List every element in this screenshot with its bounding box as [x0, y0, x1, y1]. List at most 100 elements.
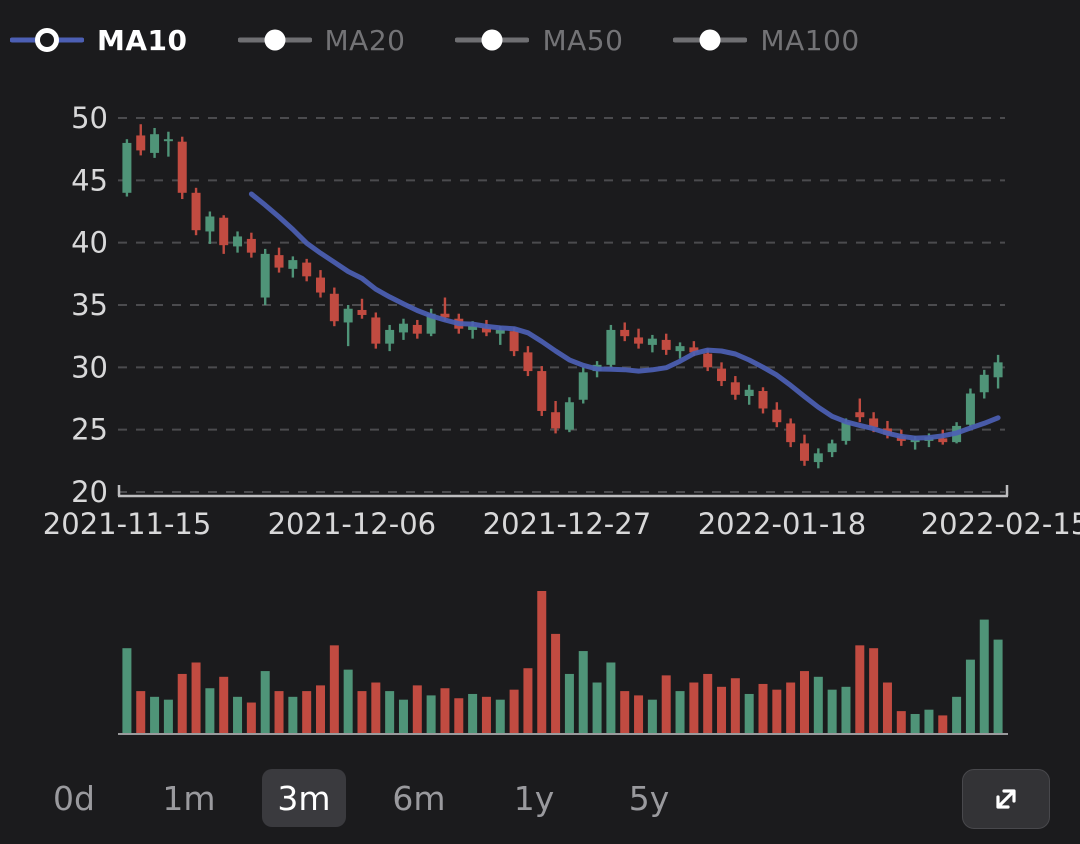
- volume-bar: [564, 673, 574, 734]
- candle: [509, 327, 519, 357]
- volume-bar: [371, 682, 381, 734]
- candle: [965, 388, 975, 428]
- volume-bar: [537, 591, 547, 734]
- candle: [274, 247, 284, 273]
- candle: [163, 131, 173, 157]
- expand-diagonal-arrow-icon: [996, 789, 1016, 809]
- volume-bar: [398, 699, 408, 734]
- ma-toggle-ma10[interactable]: MA10: [9, 23, 188, 57]
- range-button-1y[interactable]: 1y: [492, 769, 576, 827]
- candle: [661, 333, 671, 355]
- candle: [578, 367, 588, 404]
- volume-bar: [551, 633, 561, 734]
- volume-bar: [385, 691, 395, 734]
- volume-bar: [634, 695, 644, 734]
- range-button-0d[interactable]: 0d: [32, 769, 116, 827]
- candle: [398, 318, 408, 340]
- candle: [288, 256, 298, 278]
- candle: [758, 387, 768, 414]
- candle: [730, 376, 740, 400]
- candle: [371, 312, 381, 349]
- volume-bar: [219, 676, 229, 734]
- volume-bar: [329, 645, 339, 734]
- volume-bar: [813, 676, 823, 734]
- candle: [813, 448, 823, 469]
- expand-button[interactable]: [962, 769, 1050, 829]
- candle: [786, 418, 796, 448]
- candle: [150, 127, 160, 158]
- ma-toggle-ma50[interactable]: MA50: [454, 24, 623, 57]
- volume-bar: [302, 691, 312, 734]
- volume-chart[interactable]: [0, 546, 1080, 742]
- volume-bar: [993, 639, 1003, 734]
- ma10-indicator-icon: [9, 27, 85, 53]
- ma-toggle-ma20[interactable]: MA20: [237, 23, 406, 57]
- candle: [122, 139, 132, 197]
- candle: [329, 287, 339, 327]
- volume-bar: [799, 671, 809, 734]
- range-button-6m[interactable]: 6m: [377, 769, 461, 827]
- volume-bar: [827, 689, 837, 734]
- candle: [564, 397, 574, 433]
- ma20-label: MA20: [324, 23, 406, 57]
- volume-bar: [717, 686, 727, 734]
- volume-bar: [426, 695, 436, 734]
- volume-bar: [246, 702, 256, 734]
- candle: [799, 434, 809, 466]
- volume-bar: [744, 693, 754, 734]
- volume-bar: [509, 689, 519, 734]
- volume-bar: [122, 648, 132, 734]
- x-axis-label: 2021-11-15: [43, 507, 212, 541]
- volume-bar: [979, 619, 989, 734]
- candle: [205, 211, 215, 244]
- range-button-3m[interactable]: 3m: [262, 769, 346, 827]
- candle: [260, 248, 270, 305]
- volume-bar: [910, 713, 920, 734]
- candle: [827, 439, 837, 458]
- volume-bar: [523, 668, 533, 734]
- volume-bar: [869, 648, 879, 734]
- x-axis-label: 2022-02-15: [921, 507, 1080, 541]
- x-axis-label: 2021-12-06: [268, 507, 437, 541]
- volume-bar: [205, 688, 215, 734]
- y-axis-label: 30: [71, 350, 108, 384]
- ma20-indicator-icon: [237, 27, 312, 53]
- volume-bar: [924, 709, 934, 734]
- ma50-indicator-icon: [454, 27, 530, 53]
- volume-bar: [730, 678, 740, 734]
- candle: [606, 324, 616, 368]
- volume-bar: [357, 691, 367, 734]
- candle: [412, 319, 422, 339]
- ma-toggle-ma100[interactable]: MA100: [672, 24, 859, 57]
- volume-bar: [855, 645, 865, 734]
- volume-bar: [647, 699, 657, 734]
- y-axis-label: 20: [71, 475, 108, 509]
- range-button-5y[interactable]: 5y: [607, 769, 691, 827]
- candle: [440, 297, 450, 322]
- volume-bar: [841, 686, 851, 734]
- volume-bar: [288, 696, 298, 734]
- ma-legend: MA10 MA20 MA50 MA100: [0, 0, 1080, 62]
- volume-bar: [191, 662, 201, 734]
- candle: [246, 232, 256, 258]
- ma10-label: MA10: [97, 23, 188, 57]
- volume-bar: [316, 685, 326, 734]
- ma10-line: [248, 191, 1001, 441]
- candle: [979, 369, 989, 399]
- y-axis-label: 35: [71, 288, 108, 322]
- candle: [357, 298, 367, 319]
- candle: [233, 231, 243, 253]
- volume-bar: [689, 682, 699, 734]
- volume-bar: [758, 683, 768, 734]
- range-button-1m[interactable]: 1m: [147, 769, 231, 827]
- volume-bar: [343, 669, 353, 734]
- volume-bar: [896, 711, 906, 734]
- volume-bar: [786, 682, 796, 734]
- candle: [647, 334, 657, 353]
- volume-bar: [481, 696, 491, 734]
- volume-bar: [592, 682, 602, 734]
- volume-bar: [661, 675, 671, 734]
- volume-bar: [495, 699, 505, 734]
